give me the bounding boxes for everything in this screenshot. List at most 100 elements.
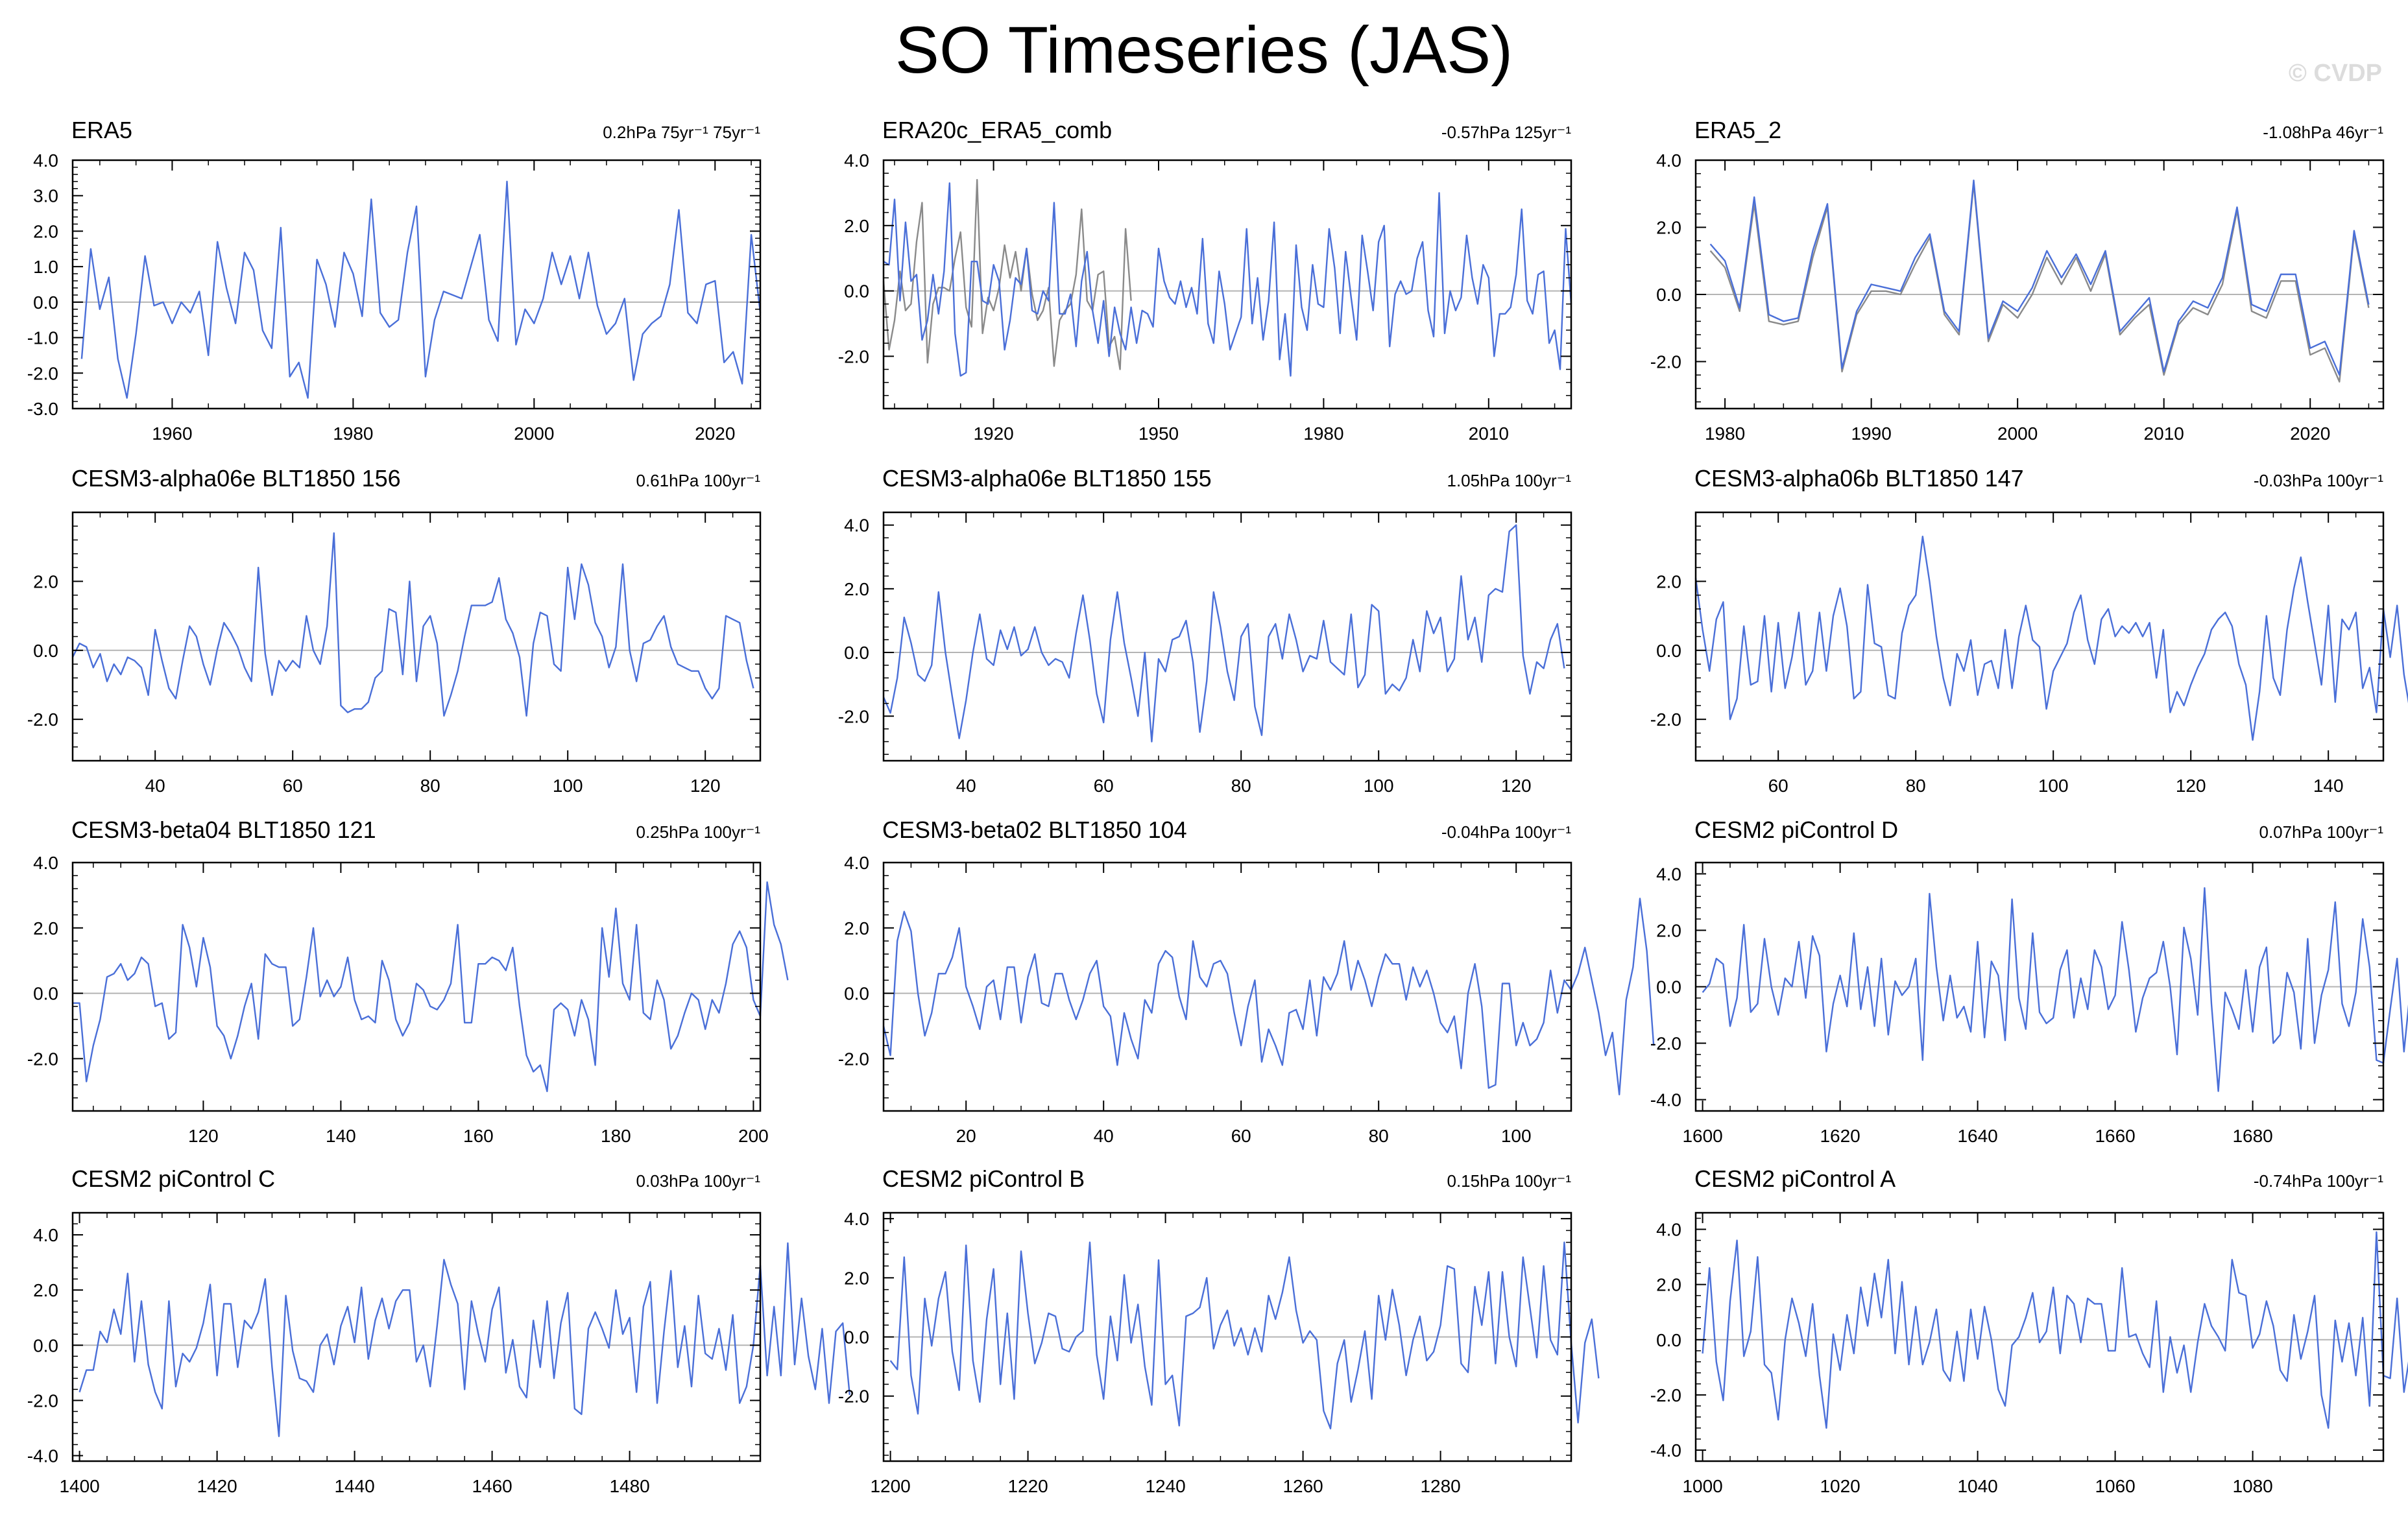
y-tick-label: 4.0 <box>33 853 58 873</box>
panel-1: ERA5 0.2hPa 75yr⁻¹ 75yr⁻¹ 1960 1980 2000 2020… <box>27 117 762 444</box>
x-tick-label: 1980 <box>1705 423 1745 444</box>
y-tick-label: -2.0 <box>1650 709 1681 730</box>
panel-trend: 0.15hPa 100yr⁻¹ <box>1447 1171 1571 1191</box>
y-tick-label: -1.0 <box>27 328 58 348</box>
series-line-1 <box>1702 887 2408 1092</box>
y-tick-label: 3.0 <box>33 186 58 206</box>
x-tick-label: 1980 <box>1303 423 1343 444</box>
x-tick-label: 160 <box>463 1126 494 1146</box>
x-tick-label: 1920 <box>973 423 1013 444</box>
series-line-1 <box>80 180 762 399</box>
x-tick-label: 2000 <box>514 423 554 444</box>
y-tick-label: 2.0 <box>33 571 58 591</box>
x-tick-label: 60 <box>283 776 303 796</box>
panel-trend: -0.57hPa 125yr⁻¹ <box>1441 123 1572 142</box>
x-tick-label: 60 <box>1768 776 1788 796</box>
y-tick-label: -2.0 <box>838 346 869 366</box>
y-tick-label: 0.0 <box>1656 1330 1681 1350</box>
series-line-2 <box>1709 183 2370 383</box>
x-tick-label: 1640 <box>1957 1126 1997 1146</box>
y-tick-label: 4.0 <box>33 1225 58 1245</box>
panel-trend: -0.04hPa 100yr⁻¹ <box>1441 822 1572 842</box>
x-tick-label: 80 <box>1906 776 1926 796</box>
panel-title: CESM2 piControl B <box>882 1165 1085 1192</box>
x-tick-label: 120 <box>2176 776 2206 796</box>
series-line-1 <box>73 881 789 1093</box>
y-tick-label: -4.0 <box>1650 1440 1681 1460</box>
series-line-2 <box>882 179 1132 370</box>
series-line-1 <box>1694 536 2408 741</box>
panel-trend: -1.08hPa 46yr⁻¹ <box>2263 123 2383 142</box>
panel-trend: -0.03hPa 100yr⁻¹ <box>2254 471 2384 490</box>
x-tick-label: 1980 <box>333 423 373 444</box>
x-tick-label: 2010 <box>1469 423 1509 444</box>
x-tick-label: 1260 <box>1282 1476 1323 1496</box>
y-tick-label: -2.0 <box>27 709 58 730</box>
panel-title: CESM3-alpha06e BLT1850 155 <box>882 465 1212 492</box>
plot-frame <box>71 1211 762 1462</box>
panel-title: ERA5 <box>71 117 132 143</box>
plot-frame <box>1694 511 2385 762</box>
y-tick-label: 2.0 <box>1656 920 1681 940</box>
panel-11: CESM2 piControl B 0.15hPa 100yr⁻¹ 1200 1220… <box>838 1165 1600 1496</box>
x-tick-label: 40 <box>145 776 165 796</box>
x-tick-label: 1280 <box>1420 1476 1460 1496</box>
plot-frame <box>71 861 762 1112</box>
x-tick-label: 60 <box>1094 776 1114 796</box>
x-tick-label: 1020 <box>1820 1476 1860 1496</box>
x-tick-label: 1200 <box>870 1476 910 1496</box>
panel-title: CESM2 piControl C <box>71 1165 275 1192</box>
y-tick-label: -3.0 <box>27 399 58 419</box>
panel-2: ERA20c_ERA5_comb -0.57hPa 125yr⁻¹ 1920 1950… <box>838 117 1572 444</box>
y-tick-label: 2.0 <box>33 918 58 938</box>
y-tick-label: 0.0 <box>33 1335 58 1355</box>
y-tick-label: 2.0 <box>1656 218 1681 238</box>
x-tick-label: 1040 <box>1957 1476 1997 1496</box>
panel-trend: 0.25hPa 100yr⁻¹ <box>636 822 760 842</box>
x-tick-label: 1400 <box>59 1476 99 1496</box>
y-tick-label: -2.0 <box>27 1390 58 1411</box>
x-tick-label: 1220 <box>1007 1476 1048 1496</box>
x-tick-label: 120 <box>1501 776 1532 796</box>
panel-9: CESM2 piControl D 0.07hPa 100yr⁻¹ 1600 1620… <box>1650 817 2408 1146</box>
panel-title: CESM3-beta04 BLT1850 121 <box>71 817 376 843</box>
panel-12: CESM2 piControl A -0.74hPa 100yr⁻¹ 1000 102… <box>1650 1165 2408 1496</box>
y-tick-label: 4.0 <box>844 516 869 536</box>
panel-title: ERA5_2 <box>1694 117 1781 143</box>
panel-8: CESM3-beta02 BLT1850 104 -0.04hPa 100yr⁻¹… <box>838 817 1655 1146</box>
panel-trend: 1.05hPa 100yr⁻¹ <box>1447 471 1571 490</box>
y-tick-label: 4.0 <box>1656 150 1681 171</box>
figure-title: SO Timeseries (JAS) <box>895 13 1513 87</box>
y-tick-label: 2.0 <box>1656 571 1681 591</box>
y-tick-label: 2.0 <box>844 918 869 938</box>
y-tick-label: -2.0 <box>1650 1034 1681 1054</box>
x-tick-label: 40 <box>956 776 976 796</box>
y-tick-label: -2.0 <box>838 1387 869 1407</box>
y-tick-label: 2.0 <box>33 1280 58 1300</box>
panel-title: CESM2 piControl D <box>1694 817 1898 843</box>
x-tick-label: 1060 <box>2095 1476 2135 1496</box>
series-line-1 <box>882 898 1655 1096</box>
y-tick-label: -2.0 <box>27 363 58 383</box>
y-tick-label: 2.0 <box>33 221 58 241</box>
x-tick-label: 140 <box>326 1126 356 1146</box>
x-tick-label: 1240 <box>1145 1476 1185 1496</box>
series-line-1 <box>1702 1231 2408 1429</box>
panel-trend: 0.61hPa 100yr⁻¹ <box>636 471 760 490</box>
x-tick-label: 100 <box>1364 776 1394 796</box>
x-tick-label: 100 <box>1501 1126 1532 1146</box>
y-tick-label: 4.0 <box>844 1209 869 1229</box>
series-line-1 <box>889 1241 1600 1430</box>
y-tick-label: 4.0 <box>1656 1220 1681 1240</box>
y-tick-label: 0.0 <box>33 984 58 1004</box>
y-tick-label: 0.0 <box>844 643 869 663</box>
x-tick-label: 100 <box>553 776 583 796</box>
x-tick-label: 1080 <box>2232 1476 2272 1496</box>
series-line-1 <box>78 1242 850 1437</box>
y-tick-label: -2.0 <box>1650 1385 1681 1405</box>
x-tick-label: 80 <box>1369 1126 1389 1146</box>
y-tick-label: 0.0 <box>1656 285 1681 305</box>
y-tick-label: 4.0 <box>33 150 58 171</box>
y-tick-label: -4.0 <box>1650 1090 1681 1110</box>
